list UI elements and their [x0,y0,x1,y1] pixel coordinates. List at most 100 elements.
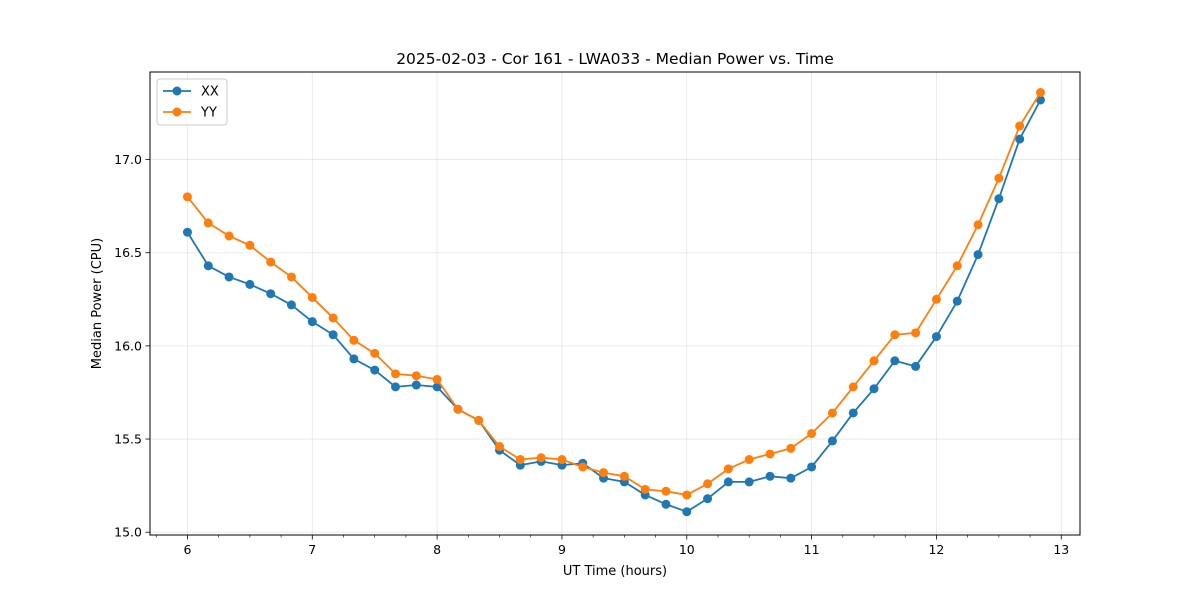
data-point-yy [869,356,879,366]
data-point-xx [786,473,796,483]
data-point-yy [391,369,401,379]
data-point-xx [765,471,775,481]
data-point-yy [744,455,754,465]
data-point-xx [349,354,359,364]
data-point-xx [973,250,983,260]
y-axis-label: Median Power (CPU) [90,238,105,369]
data-point-yy [931,294,941,304]
data-point-xx [432,382,442,392]
y-tick-label: 15.0 [114,525,142,540]
data-point-yy [474,415,484,425]
x-tick-label: 13 [1053,542,1069,557]
data-point-xx [890,356,900,366]
data-point-yy [245,240,255,250]
data-point-yy [453,404,463,414]
data-point-xx [869,384,879,394]
data-point-yy [682,490,692,500]
data-point-yy [848,382,858,392]
data-point-xx [703,494,713,504]
data-point-yy [515,455,525,465]
chart-title: 2025-02-03 - Cor 161 - LWA033 - Median P… [396,50,834,68]
data-point-xx [286,300,296,310]
data-point-xx [411,380,421,390]
data-point-yy [536,453,546,463]
legend-marker-xx [172,86,182,96]
data-point-yy [807,428,817,438]
x-tick-label: 11 [804,542,820,557]
data-point-yy [266,257,276,267]
x-tick-label: 7 [308,542,316,557]
data-point-xx [807,462,817,472]
y-tick-label: 17.0 [114,152,142,167]
legend-label-xx: XX [201,85,219,100]
data-point-xx [370,365,380,375]
data-point-yy [182,192,192,202]
data-point-xx [723,477,733,487]
series-layer [182,87,1045,517]
data-point-yy [328,313,338,323]
data-point-xx [266,289,276,299]
data-point-yy [495,441,505,451]
data-point-yy [973,220,983,230]
data-point-xx [182,227,192,237]
data-point-yy [723,464,733,474]
data-point-yy [994,173,1004,183]
data-point-xx [994,194,1004,204]
legend: XX YY [156,78,228,126]
data-point-yy [286,272,296,282]
data-point-yy [411,371,421,381]
data-point-xx [328,330,338,340]
data-point-yy [432,374,442,384]
data-point-yy [765,449,775,459]
y-tick-label: 16.5 [114,245,142,260]
data-point-xx [744,477,754,487]
data-point-yy [703,479,713,489]
plot-frame [149,71,1081,536]
x-tick-label: 8 [433,542,441,557]
data-point-yy [1015,121,1025,131]
x-tick-label: 12 [928,542,944,557]
x-tick-label: 10 [679,542,695,557]
data-point-yy [307,292,317,302]
data-point-yy [557,455,567,465]
data-point-xx [245,279,255,289]
data-point-xx [911,361,921,371]
data-point-yy [640,484,650,494]
series-yy [182,87,1045,500]
data-point-xx [952,296,962,306]
data-point-yy [890,330,900,340]
data-point-xx [1015,134,1025,144]
y-tick-label: 16.0 [114,338,142,353]
data-point-xx [203,261,213,271]
data-point-yy [827,408,837,418]
data-point-xx [661,499,671,509]
data-point-xx [827,436,837,446]
data-point-xx [307,317,317,327]
data-point-yy [911,328,921,338]
data-point-yy [599,468,609,478]
data-point-xx [848,408,858,418]
data-point-yy [224,231,234,241]
y-tick-label: 15.5 [114,432,142,447]
axes: 6 7 8 9 10 11 12 13 15.0 15.5 16.0 16.5 17.0 [114,152,1069,557]
x-tick-label: 9 [558,542,566,557]
x-tick-label: 6 [183,542,191,557]
data-point-yy [619,471,629,481]
legend-label-yy: YY [200,106,217,121]
data-point-yy [1035,87,1045,97]
legend-marker-yy [172,107,182,117]
data-point-xx [931,332,941,342]
data-point-xx [391,382,401,392]
data-point-yy [952,261,962,271]
data-point-yy [203,218,213,228]
data-point-xx [224,272,234,282]
grid [150,72,1080,535]
data-point-yy [370,348,380,358]
data-point-yy [349,335,359,345]
data-point-yy [661,486,671,496]
data-point-yy [786,443,796,453]
x-axis-label: UT Time (hours) [563,564,667,579]
data-point-xx [682,507,692,517]
data-point-yy [578,462,588,472]
